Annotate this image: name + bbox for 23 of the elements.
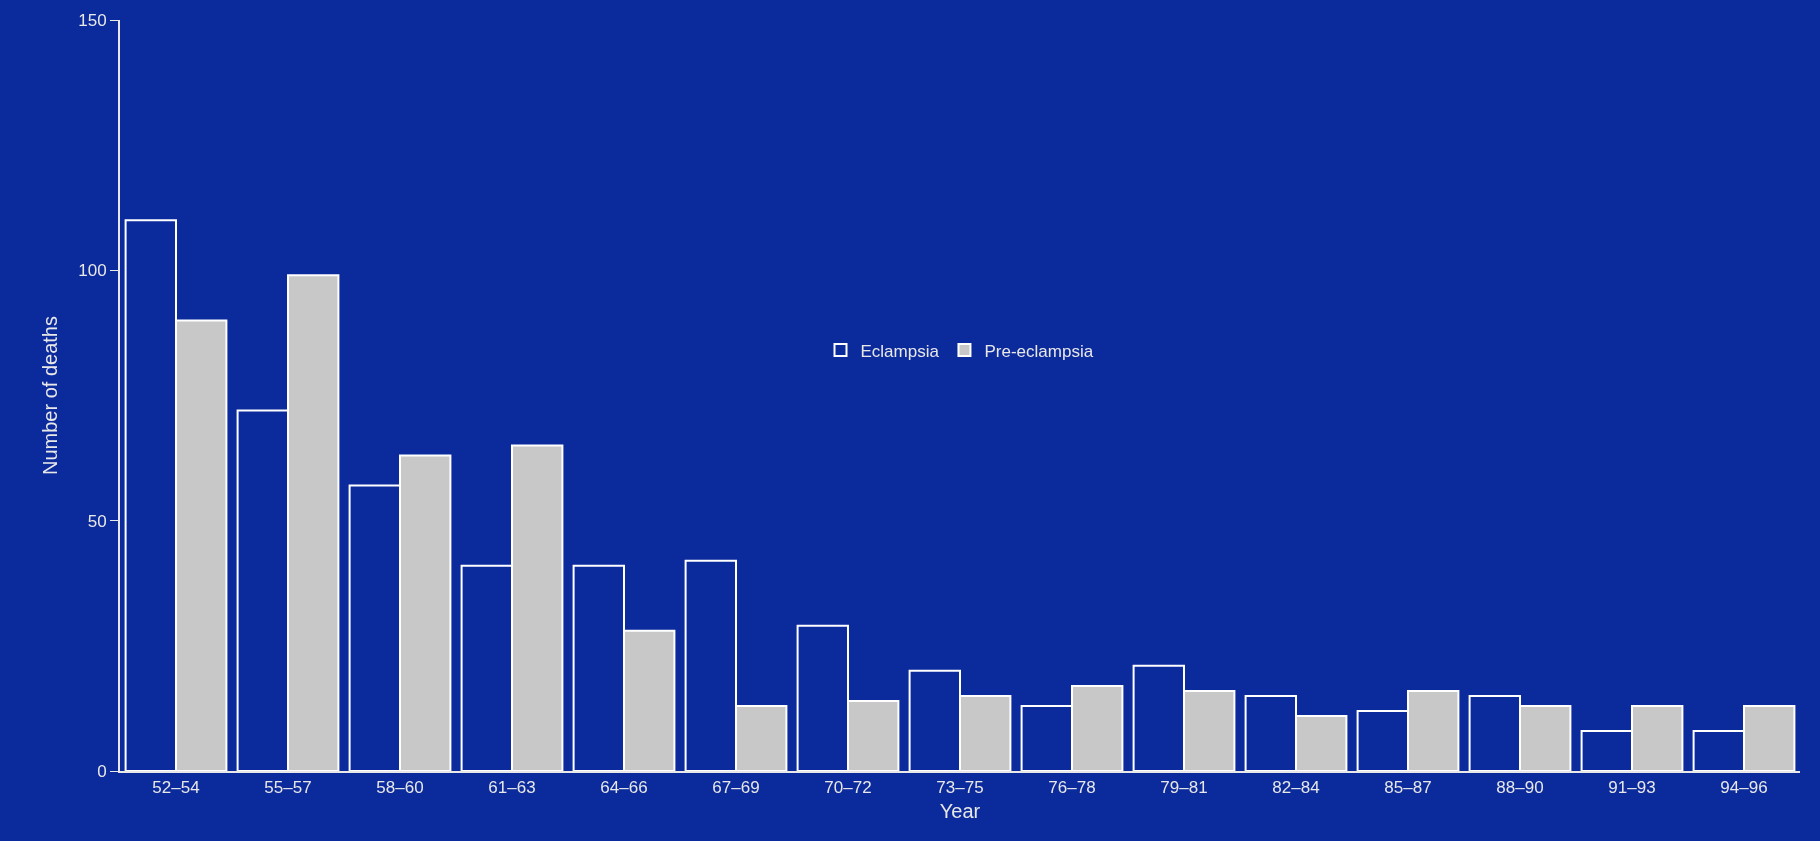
x-tick-label: 94–96 — [1720, 778, 1768, 798]
y-tick-label: 50 — [87, 511, 107, 531]
y-tick-label: 0 — [97, 761, 107, 781]
x-tick-label: 58–60 — [376, 778, 424, 798]
x-tick-label: 52–54 — [152, 778, 200, 798]
x-tick-label: 85–87 — [1384, 778, 1432, 798]
x-tick-label: 73–75 — [936, 778, 984, 798]
x-tick-label: 79–81 — [1160, 778, 1208, 798]
x-tick-label: 82–84 — [1272, 778, 1320, 798]
x-tick-label: 88–90 — [1496, 778, 1544, 798]
x-tick-label: 61–63 — [488, 778, 536, 798]
legend-label: Eclampsia — [860, 341, 940, 361]
x-tick-label: 91–93 — [1608, 778, 1656, 798]
y-tick-label: 100 — [78, 261, 107, 281]
x-tick-label: 55–57 — [264, 778, 312, 798]
x-tick-label: 67–69 — [712, 778, 760, 798]
x-tick-label: 64–66 — [600, 778, 648, 798]
x-tick-label: 76–78 — [1048, 778, 1096, 798]
x-tick-label: 70–72 — [824, 778, 872, 798]
y-axis-title: Number of deaths — [39, 316, 62, 475]
legend-label: Pre-eclampsia — [984, 341, 1094, 361]
x-axis-title: Year — [939, 800, 981, 823]
y-tick-label: 150 — [78, 10, 107, 30]
